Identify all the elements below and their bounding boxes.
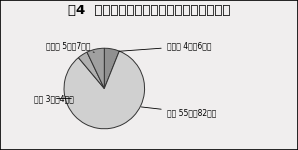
Wedge shape [87, 48, 104, 88]
Text: 無回答 4人（6％）: 無回答 4人（6％） [119, 42, 211, 51]
Wedge shape [104, 48, 119, 88]
Text: その他 5人（7％）: その他 5人（7％） [46, 42, 94, 52]
Text: 賛成 3人（4％）: 賛成 3人（4％） [34, 94, 74, 103]
Wedge shape [78, 52, 104, 88]
Wedge shape [64, 51, 145, 129]
Text: 図4  基本診療料への検査・処置等の包括化: 図4 基本診療料への検査・処置等の包括化 [68, 4, 230, 18]
Text: 反対 55人（82％）: 反対 55人（82％） [141, 107, 216, 117]
